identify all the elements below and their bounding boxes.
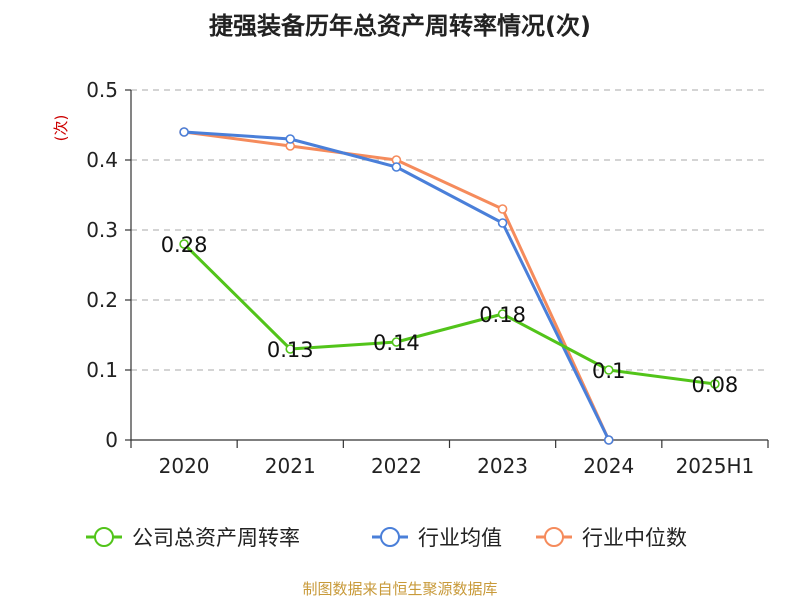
series-line-2 [183,130,611,441]
data-point [497,218,508,228]
data-label: 0.18 [479,303,526,327]
legend-label: 行业中位数 [582,526,687,550]
y-tick-label: 0.5 [86,78,118,102]
y-tick-label: 0.3 [86,218,118,242]
data-point [497,204,508,214]
data-point [179,239,189,249]
legend-swatch-marker [380,527,400,547]
data-point [603,435,614,445]
legend-label: 公司总资产周转率 [132,526,300,550]
y-tick-label: 0 [105,428,118,452]
series-line-0 [183,242,716,386]
data-labels: 0.28 0.13 0.14 0.18 0.1 0.08 [161,233,739,397]
x-tick-label: 2023 [477,454,528,478]
y-tick-label: 0.1 [86,358,118,382]
legend-label: 行业均值 [418,526,502,550]
data-label: 0.1 [592,359,625,383]
x-tick-label: 2025H1 [676,454,755,478]
data-point [285,134,296,144]
legend-swatch-marker [94,527,114,547]
x-tick-label: 2024 [583,454,634,478]
y-tick-label: 0.4 [86,148,118,172]
series [179,127,720,445]
axes: 0 0.1 0.2 0.3 0.4 0.5 2020 2021 2022 2023 2024 2025… [86,78,769,478]
legend-swatch-marker [544,527,564,547]
x-tick-label: 2021 [265,454,316,478]
data-label: 0.14 [373,331,420,355]
chart-title: 捷强装备历年总资产周转率情况(次) [209,12,591,40]
data-label: 0.13 [267,338,314,362]
data-point [391,337,402,347]
data-point [391,162,402,172]
series-line-1 [183,130,611,441]
data-point [497,309,508,319]
data-point [710,379,720,389]
source-note: 制图数据来自恒生聚源数据库 [302,580,498,598]
gridlines [131,89,768,371]
y-axis-unit-label: (次) [52,115,70,142]
data-label: 0.08 [692,373,739,397]
x-tick-label: 2022 [371,454,422,478]
x-tick-label: 2020 [159,454,210,478]
data-point [285,344,296,354]
legend: 公司总资产周转率 行业均值 行业中位数 [86,526,687,550]
data-point [179,127,189,137]
data-label: 0.28 [161,233,208,257]
data-point [603,365,614,375]
y-tick-label: 0.2 [86,288,118,312]
